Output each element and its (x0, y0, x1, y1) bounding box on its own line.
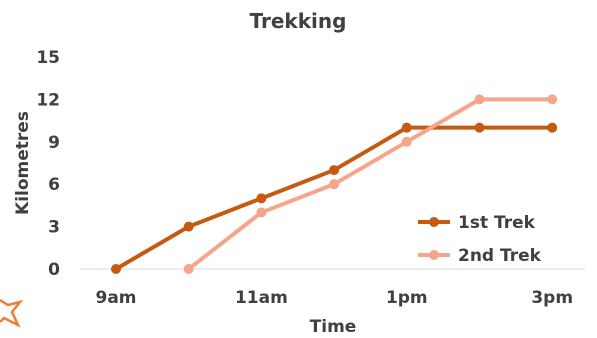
legend-label-1st-trek: 1st Trek (458, 213, 536, 233)
data-point-series-2 (474, 94, 485, 105)
data-point-series-1 (111, 264, 121, 274)
y-tick-label: 9 (48, 133, 60, 153)
x-tick-label: 3pm (531, 288, 573, 308)
data-point-series-2 (401, 136, 412, 147)
x-tick-label: 1pm (386, 288, 428, 308)
x-tick-label: 9am (95, 288, 136, 308)
data-point-series-1 (474, 122, 485, 133)
y-axis-label: Kilometres (13, 111, 33, 215)
x-tick-label: 11am (235, 288, 288, 308)
data-point-series-1 (329, 165, 340, 176)
data-point-series-2 (256, 207, 267, 218)
legend-marker-1st-trek (429, 217, 439, 227)
series-line-2 (187, 97, 553, 271)
legend-label-2nd-trek: 2nd Trek (458, 246, 542, 266)
data-point-series-2 (547, 94, 558, 105)
y-tick-label: 12 (36, 90, 60, 110)
data-point-series-1 (401, 122, 412, 133)
data-point-series-2 (183, 264, 194, 274)
data-point-series-1 (183, 221, 194, 232)
data-point-series-1 (256, 193, 267, 204)
y-tick-label: 15 (36, 48, 60, 68)
data-point-series-2 (329, 179, 340, 190)
x-axis-label: Time (310, 317, 357, 337)
y-tick-label: 0 (48, 260, 60, 280)
legend-marker-2nd-trek (429, 250, 439, 260)
y-tick-label: 6 (48, 175, 60, 195)
data-point-series-1 (547, 122, 558, 133)
chart-title: Trekking (250, 9, 347, 33)
legend: 1st Trek 2nd Trek (418, 213, 542, 266)
decorative-star-icon (0, 298, 24, 328)
y-tick-label: 3 (48, 218, 60, 238)
